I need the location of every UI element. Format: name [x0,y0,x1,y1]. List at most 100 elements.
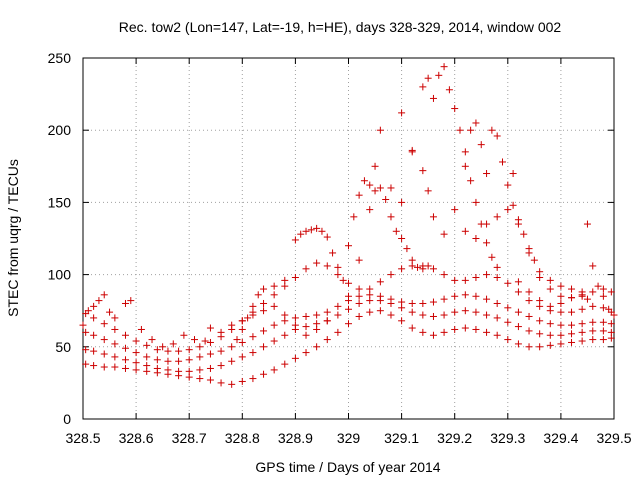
data-point [355,191,363,199]
data-point [111,325,119,333]
data-point [419,299,427,307]
data-point [387,311,395,319]
data-point [546,341,554,349]
data-point [143,353,151,361]
data-point [419,167,427,175]
data-point [514,220,522,228]
data-point [504,181,512,189]
data-point [111,353,119,361]
data-point [461,324,469,332]
data-point [578,337,586,345]
data-point [100,363,108,371]
data-point [355,299,363,307]
y-tick-label: 150 [48,194,72,210]
data-point [281,276,289,284]
data-point [323,336,331,344]
data-point [355,285,363,293]
data-point [483,239,491,247]
data-point [185,367,193,375]
data-point [557,292,565,300]
data-point [546,276,554,284]
data-point [313,343,321,351]
data-point [291,354,299,362]
data-point [355,312,363,320]
data-point [451,292,459,300]
data-point [228,343,236,351]
data-point [238,338,246,346]
data-point [111,363,119,371]
data-point [514,288,522,296]
data-point [318,227,326,235]
data-point [376,292,384,300]
data-point [84,307,92,315]
data-point [514,323,522,331]
data-point [228,380,236,388]
data-point [589,318,597,326]
data-point [217,328,225,336]
data-point [270,366,278,374]
data-point [514,308,522,316]
data-point [429,94,437,102]
data-point [536,330,544,338]
data-point [238,353,246,361]
data-point [589,288,597,296]
data-point [111,314,119,322]
data-point [339,276,347,284]
data-point [345,292,352,300]
data-point [445,86,453,94]
data-point [408,308,416,316]
data-point [557,282,565,290]
axis-ticks: 328.5 328.6 328.7 328.8 328.9 329 329.1 329.2 32… [48,50,632,446]
data-point [302,331,310,339]
data-point [493,263,501,271]
data-point [414,263,422,271]
data-point [599,336,607,344]
data-point [599,327,607,335]
data-point [206,376,214,384]
data-point [100,291,108,299]
data-point [472,273,480,281]
data-point [313,224,321,232]
data-point [90,331,98,339]
data-point [451,206,459,214]
data-point [153,346,161,354]
data-point [605,305,613,313]
data-point [217,347,225,355]
data-point [82,328,90,336]
data-point [408,324,416,332]
data-point [90,314,98,322]
x-tick-label: 329.1 [384,430,419,446]
data-point [525,249,533,257]
data-point [206,338,214,346]
data-point [371,162,379,170]
data-point [557,308,565,316]
data-point [148,336,156,344]
data-point [493,273,501,281]
data-point [589,336,597,344]
data-point [249,375,257,383]
data-point [302,349,310,357]
data-point [355,292,363,300]
data-point [583,220,591,228]
data-point [525,343,533,351]
data-point [398,235,406,242]
data-point [429,265,437,273]
data-point [175,357,183,365]
data-point [360,177,368,185]
data-point [419,328,427,336]
data-point [164,357,172,365]
data-point [509,170,517,178]
data-point [472,292,480,300]
data-point [249,349,257,357]
data-point [429,213,437,221]
x-tick-label: 328.8 [225,430,260,446]
data-point [323,233,331,241]
data-point [249,302,257,310]
data-point [376,307,384,315]
data-point [217,362,225,370]
data-point [472,119,480,127]
data-point [313,259,321,267]
data-point [461,291,469,299]
data-point [82,346,90,354]
data-point [137,325,145,333]
